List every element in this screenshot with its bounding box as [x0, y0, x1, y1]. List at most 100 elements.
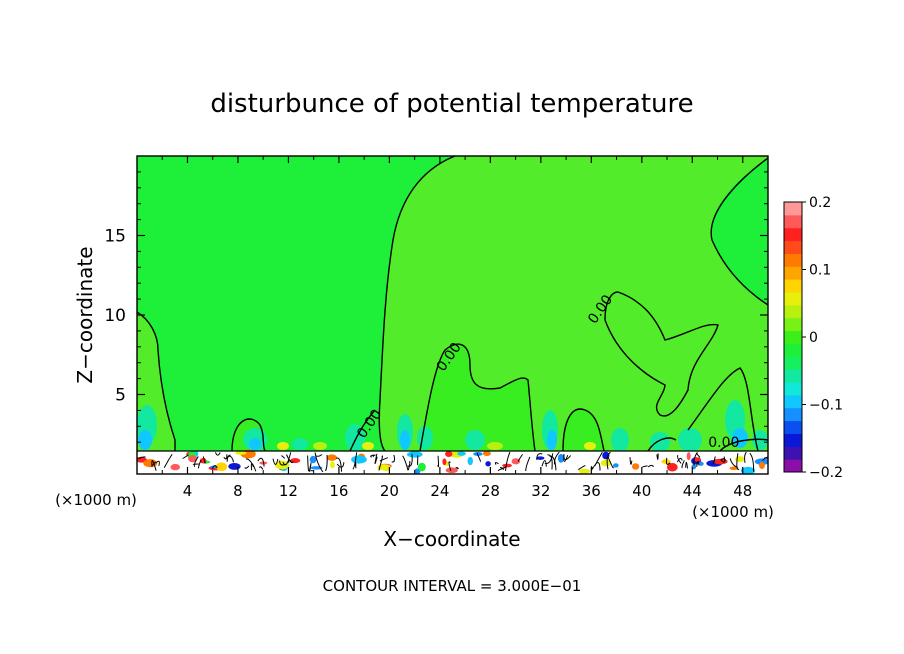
surface-contour	[578, 465, 586, 471]
x-tick-label: 44	[683, 482, 702, 500]
x-tick-label: 16	[329, 482, 348, 500]
colorbar-segment	[784, 369, 802, 383]
surface-contour	[629, 457, 633, 465]
colorbar-segment	[784, 394, 802, 409]
surface-contour	[455, 466, 459, 470]
surface-contour	[307, 455, 310, 472]
colorbar-segment	[784, 459, 802, 473]
surface-contour	[696, 461, 700, 467]
surface-contour	[372, 454, 376, 458]
colorbar-segment	[784, 214, 802, 229]
surface-blob	[351, 455, 367, 464]
colorbar-segment	[784, 266, 802, 280]
surface-blob	[740, 466, 756, 474]
colorbar-segment	[784, 317, 802, 332]
surface-contour	[544, 453, 554, 465]
surface-blob	[417, 462, 426, 472]
surface-contour	[374, 453, 378, 464]
surface-contour	[525, 456, 531, 471]
surface-blob	[406, 451, 423, 458]
colorbar-tick-label: −0.2	[809, 465, 843, 481]
surface-blob	[482, 450, 491, 457]
surface-contour	[215, 452, 221, 456]
colorbar-segment	[784, 407, 802, 422]
surface-layer	[137, 449, 768, 474]
x-axis: 4 8 12 16 20 24 28 32 36 40 44 48	[161, 156, 752, 500]
surface-contour	[352, 452, 358, 470]
x-unit-left: (×1000 m)	[55, 491, 137, 509]
negative-blobs	[137, 400, 768, 452]
surface-blob	[698, 461, 704, 466]
colorbar-segment	[784, 253, 802, 267]
plot-area: 0.000.000.000.00	[137, 156, 768, 474]
surface-contour	[494, 462, 499, 465]
surface-contour	[259, 466, 264, 470]
surface-contour	[282, 452, 292, 466]
positive-spots	[277, 442, 596, 450]
surface-contour	[665, 457, 671, 465]
colorbar-segment	[784, 240, 802, 254]
surface-contour	[505, 451, 511, 471]
colorbar-segment	[784, 343, 802, 357]
surface-blob	[485, 461, 491, 467]
chart-title: disturbunce of potential temperature	[210, 89, 693, 119]
surface-contour	[592, 462, 601, 471]
surface-blob	[143, 459, 158, 468]
colorbar-segment	[784, 279, 802, 293]
surface-contour	[272, 458, 279, 465]
surface-contour	[720, 456, 726, 463]
surface-contour	[517, 454, 523, 462]
colorbar-segment	[784, 292, 802, 306]
colorbar-tick-label: −0.1	[809, 398, 843, 414]
surface-contour	[541, 460, 547, 467]
surface-contour	[314, 452, 324, 473]
y-axis: 5 10 15	[104, 171, 768, 459]
colorbar-tick-label: 0.1	[809, 263, 831, 279]
colorbar-segment	[784, 304, 802, 319]
surface-blob	[578, 468, 590, 474]
surface-blob	[309, 455, 317, 464]
colorbar-segment	[784, 202, 802, 216]
contour-lines	[137, 156, 768, 452]
surface-contour	[676, 457, 683, 463]
surface-blob	[536, 456, 545, 460]
surface-blob	[170, 463, 180, 471]
surface-contour	[336, 462, 345, 468]
surface-blob	[600, 459, 612, 467]
surface-contour	[370, 454, 374, 458]
x-tick-label: 32	[531, 482, 550, 500]
surface-contour	[193, 456, 199, 467]
x-axis-label: X−coordinate	[383, 527, 520, 551]
surface-contour	[391, 454, 396, 463]
surface-contour	[281, 455, 285, 459]
surface-contour	[310, 470, 314, 472]
surface-blob	[613, 463, 619, 468]
y-axis-label: Z−coordinate	[73, 246, 97, 383]
x-tick-label: 8	[233, 482, 243, 500]
colorbar-segment	[784, 433, 802, 447]
surface-blob	[467, 456, 473, 466]
contour-label: 0.00	[708, 435, 739, 451]
surface-contour	[677, 454, 682, 464]
surface-contour	[407, 453, 413, 467]
surface-contour	[606, 451, 611, 470]
x-tick-label: 40	[632, 482, 651, 500]
surface-contour	[749, 452, 755, 472]
surface-background	[137, 451, 768, 474]
surface-blob	[666, 463, 678, 472]
surface-blob	[457, 451, 466, 456]
x-tick-label: 48	[733, 482, 752, 500]
surface-contour	[202, 456, 206, 464]
surface-blob	[228, 462, 241, 470]
surface-contour	[744, 451, 747, 463]
positive-region-right	[379, 156, 768, 451]
surface-blob	[383, 466, 390, 472]
surface-contour	[553, 451, 560, 465]
surface-blob	[445, 467, 458, 474]
surface-contour	[607, 457, 614, 469]
surface-contour	[448, 461, 452, 472]
surface-contour	[402, 455, 409, 471]
surface-contour	[257, 457, 265, 467]
surface-contour	[713, 456, 716, 465]
